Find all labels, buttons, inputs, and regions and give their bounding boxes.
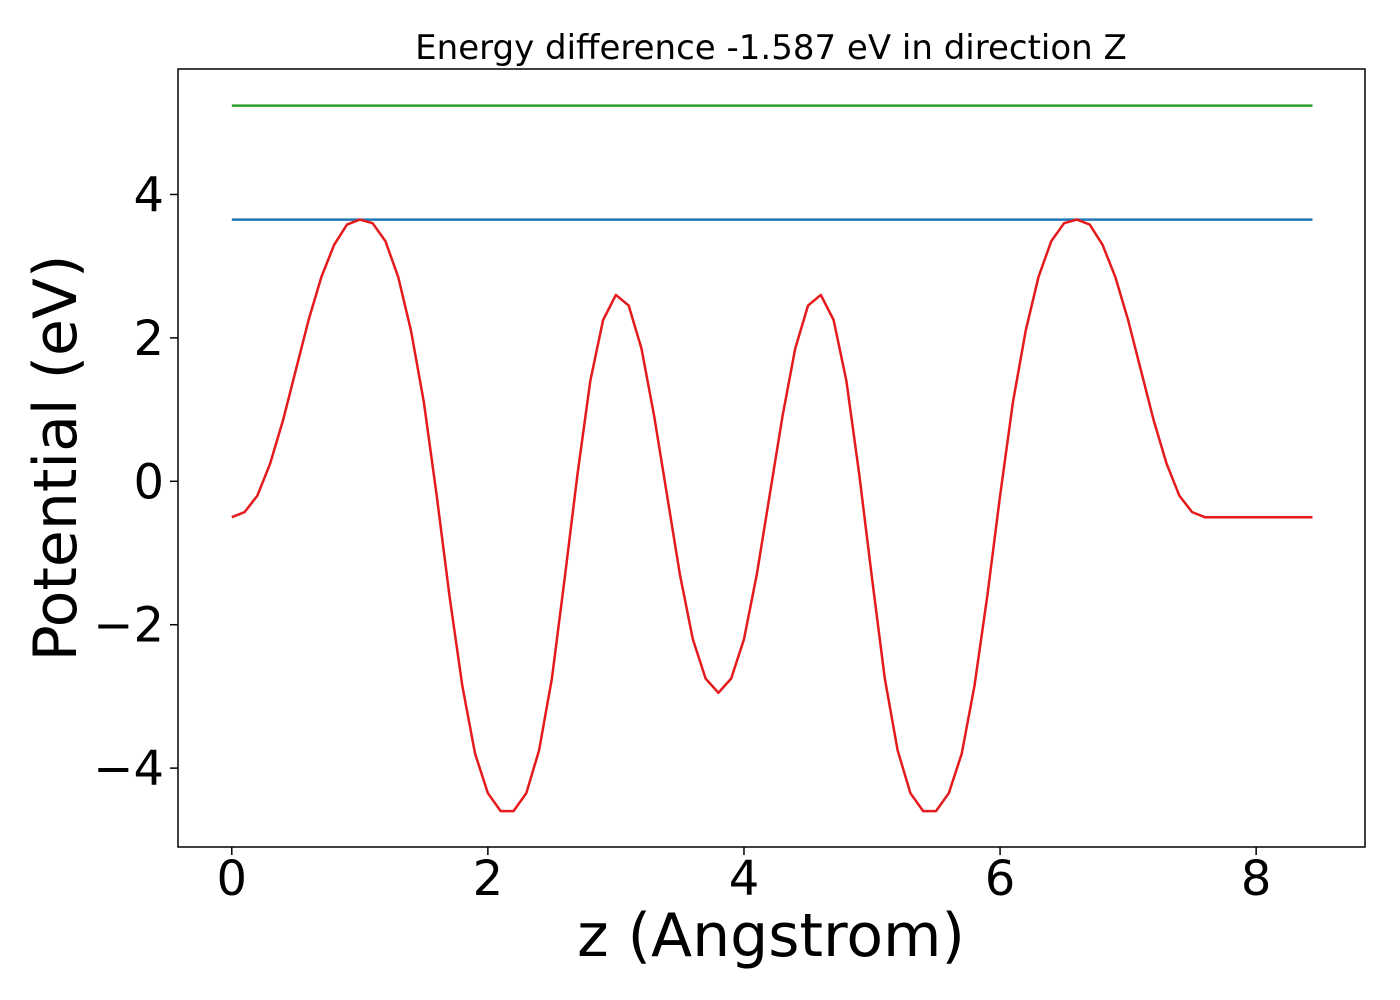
y-tick-label: 0: [133, 454, 164, 510]
x-tick-label: 0: [217, 851, 248, 907]
y-axis-label: Potential (eV): [21, 255, 91, 662]
x-tick-label: 2: [473, 851, 504, 907]
series-line-2: [231, 218, 1313, 813]
x-tick-label: 6: [985, 851, 1016, 907]
chart-title: Energy difference -1.587 eV in direction…: [415, 28, 1127, 68]
x-axis-label: z (Angstrom): [577, 901, 965, 971]
y-tick-label: 4: [133, 167, 164, 223]
x-tick-label: 4: [729, 851, 760, 907]
plot-frame: [177, 68, 1366, 848]
y-tick-label: −2: [93, 598, 164, 654]
x-tick-label: 8: [1241, 851, 1272, 907]
y-tick-label: −4: [93, 741, 164, 797]
y-tick-label: 2: [133, 311, 164, 367]
